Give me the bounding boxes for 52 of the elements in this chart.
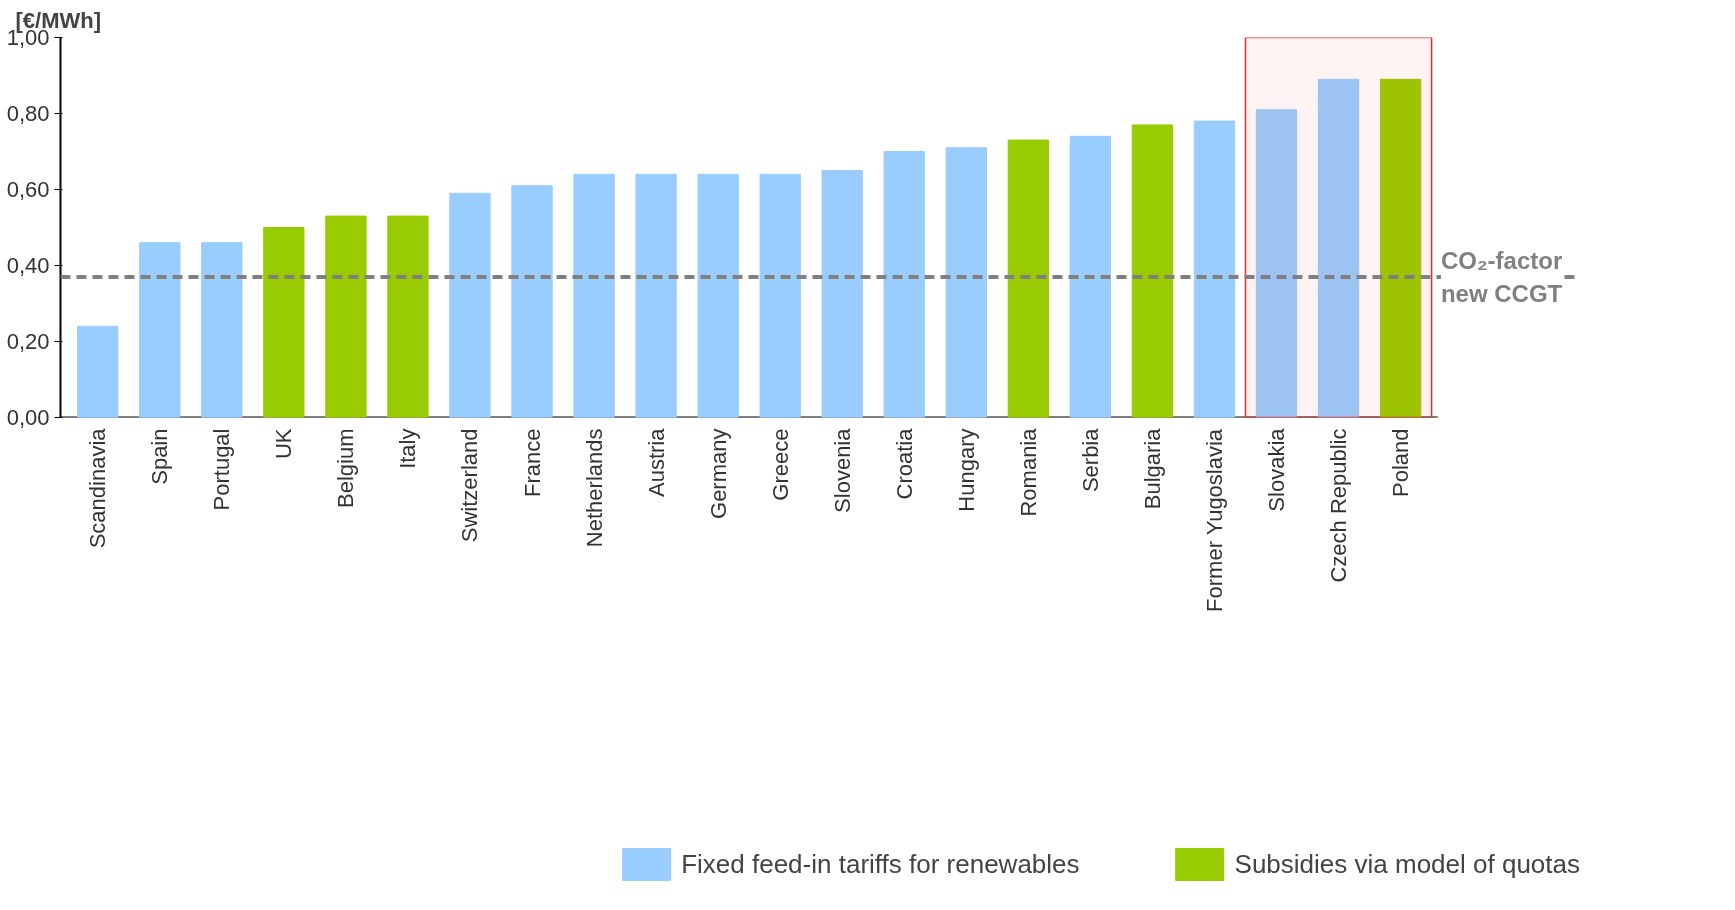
bar	[263, 227, 305, 418]
bar	[1193, 120, 1236, 418]
x-tick-label: Hungary	[953, 428, 979, 512]
y-tick-label: 0,40	[6, 253, 50, 278]
ref-line-label: CO₂-factor new CCGT	[1440, 247, 1563, 307]
x-tick-label: Portugal	[209, 428, 235, 511]
x-tick-label: Slovenia	[829, 427, 855, 513]
bar	[1069, 135, 1112, 418]
x-tick-label: Former Yugoslavia	[1201, 428, 1227, 612]
bar	[201, 242, 243, 418]
x-tick-label: Austria	[643, 427, 669, 497]
bar	[1007, 139, 1049, 418]
x-tick-label: Greece	[767, 428, 793, 501]
bar	[945, 147, 987, 418]
bar	[1379, 78, 1422, 418]
bar	[1317, 78, 1360, 418]
x-tick-label: Switzerland	[457, 428, 483, 543]
x-tick-label: Spain	[147, 428, 173, 485]
bar	[635, 173, 677, 418]
x-tick-label: Croatia	[891, 427, 917, 500]
y-tick-label: 0,80	[6, 101, 50, 126]
x-tick-label: Romania	[1015, 427, 1041, 517]
bar	[759, 173, 801, 418]
y-tick-label: 0,60	[6, 177, 50, 202]
bar	[573, 173, 615, 418]
bar	[883, 151, 925, 418]
bar	[511, 185, 553, 418]
bar	[77, 325, 119, 418]
x-tick-label: Belgium	[333, 428, 359, 508]
x-tick-label: Netherlands	[581, 428, 607, 548]
x-tick-label: Scandinavia	[85, 427, 111, 549]
x-tick-label: Slovakia	[1264, 427, 1289, 512]
bar	[449, 192, 491, 418]
legend-label: Subsidies via model of quotas	[1234, 848, 1580, 880]
y-tick-label: 0,20	[6, 329, 50, 354]
x-tick-label: Bulgaria	[1139, 427, 1165, 510]
bar	[821, 170, 863, 418]
bar	[1255, 109, 1298, 418]
bar	[139, 242, 181, 418]
bar	[697, 173, 739, 418]
x-tick-label: France	[519, 428, 545, 497]
bar	[1131, 124, 1174, 418]
x-tick-label: UK	[271, 428, 297, 460]
y-tick-label: 0,00	[6, 405, 50, 430]
bar	[325, 215, 367, 418]
x-tick-label: Serbia	[1077, 427, 1103, 493]
x-tick-label: Germany	[705, 428, 731, 519]
x-tick-label: Poland	[1388, 428, 1414, 497]
x-tick-label: Czech Republic	[1326, 428, 1352, 583]
bar	[387, 215, 429, 418]
x-tick-label: Italy	[395, 428, 421, 469]
legend-label: Fixed feed-in tariffs for renewables	[681, 848, 1080, 880]
